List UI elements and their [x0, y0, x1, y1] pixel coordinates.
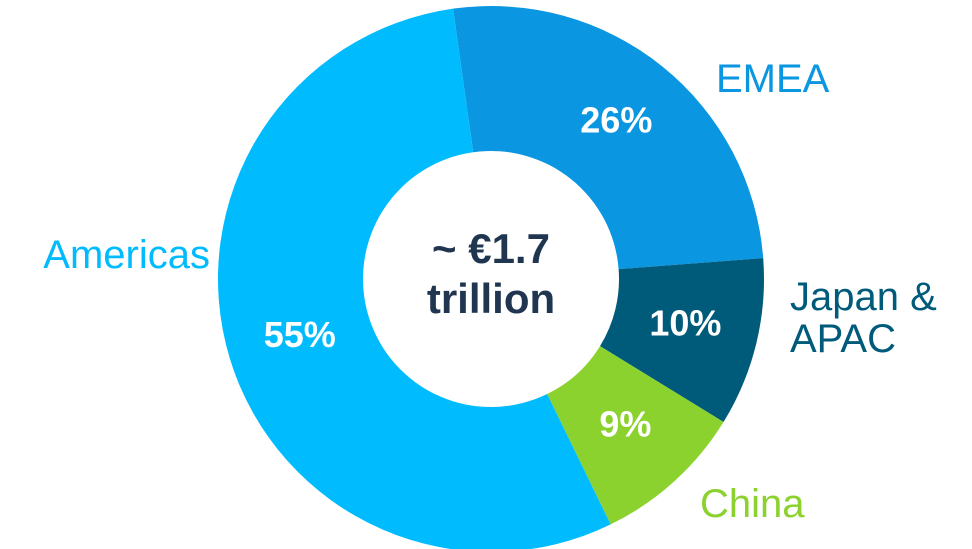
category-label: EMEA: [716, 57, 830, 101]
donut-segment: [453, 6, 764, 270]
category-label: China: [700, 482, 805, 526]
center-label: ~ €1.7 trillion: [426, 225, 556, 322]
category-label: Japan & APAC: [790, 275, 937, 361]
donut-segment: [547, 346, 724, 525]
donut-segment: [218, 8, 611, 549]
category-label: Americas: [43, 233, 210, 277]
donut-segment: [600, 258, 764, 423]
value-label: 9%: [599, 404, 651, 445]
value-label: 55%: [264, 314, 336, 355]
value-label: 26%: [580, 100, 652, 141]
value-label: 10%: [649, 303, 721, 344]
